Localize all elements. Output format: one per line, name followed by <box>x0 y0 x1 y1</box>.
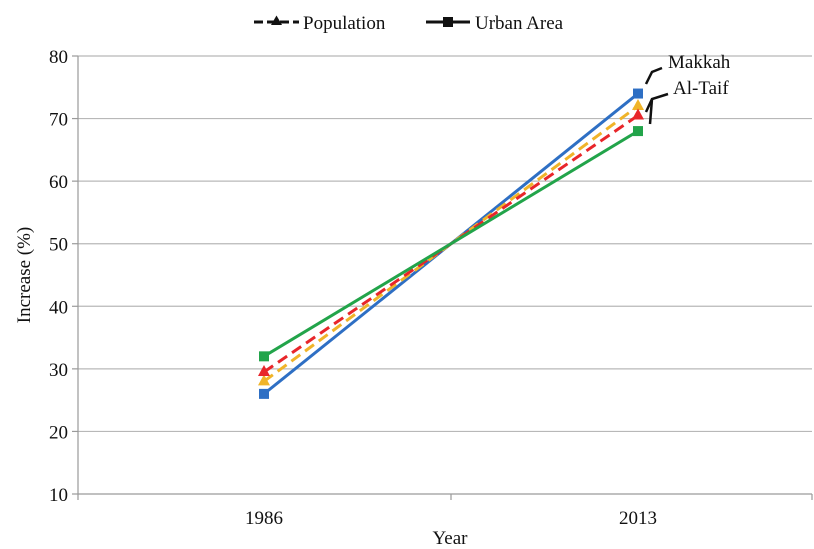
annotation-makkah: Makkah <box>668 52 731 73</box>
x-tick-label: 1986 <box>245 508 283 529</box>
series-line-al-taif-urban-area <box>263 129 639 358</box>
y-tick-labels: 10 20 30 40 50 60 70 80 <box>49 47 68 506</box>
y-tick-label: 10 <box>49 485 68 506</box>
y-tick-label: 20 <box>49 422 68 443</box>
y-axis-label: Increase (%) <box>14 227 35 324</box>
y-tick-label: 70 <box>49 110 68 131</box>
data-point-square <box>633 126 643 137</box>
annotation-makkah-pointer <box>644 66 663 85</box>
y-tick-label: 60 <box>49 172 68 193</box>
data-series <box>258 88 644 399</box>
data-point-triangle <box>258 364 270 376</box>
y-tick-label: 80 <box>49 47 68 68</box>
x-tick-labels: 1986 2013 <box>245 508 657 529</box>
data-point-square <box>259 351 269 362</box>
city-annotations: Makkah Al-Taif <box>644 52 731 125</box>
data-point-triangle <box>258 374 270 386</box>
annotation-al-taif-pointer-lower <box>648 98 654 125</box>
data-point-triangle <box>632 108 644 120</box>
gridlines <box>72 55 813 500</box>
axes <box>77 56 812 495</box>
series-line-makkah-population <box>263 104 639 383</box>
x-tick-label: 2013 <box>619 508 657 529</box>
y-tick-label: 40 <box>49 297 68 318</box>
data-point-square <box>259 388 269 399</box>
series-al-taif-urban-area <box>259 126 643 362</box>
series-makkah-population <box>258 99 644 386</box>
x-axis-label: Year <box>432 528 468 549</box>
legend-item-population: Population <box>254 13 386 34</box>
legend-item-urban-area: Urban Area <box>426 13 564 34</box>
legend: Population Urban Area <box>238 4 608 44</box>
y-tick-label: 30 <box>49 360 68 381</box>
data-point-square <box>633 88 643 99</box>
legend-background <box>238 4 608 44</box>
legend-label-population: Population <box>303 13 386 34</box>
legend-triangle-marker-icon <box>271 15 282 25</box>
legend-square-marker-icon <box>443 17 453 27</box>
data-point-triangle <box>632 99 644 111</box>
legend-label-urban-area: Urban Area <box>475 13 564 34</box>
annotation-al-taif: Al-Taif <box>673 78 729 99</box>
y-tick-label: 50 <box>49 235 68 256</box>
